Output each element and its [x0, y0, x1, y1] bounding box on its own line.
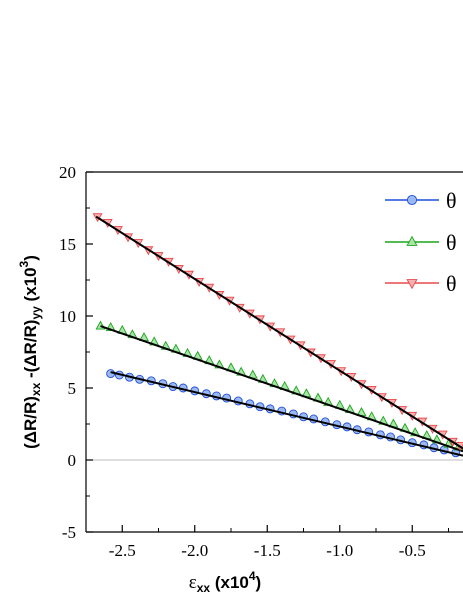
series-1: [106, 369, 463, 458]
y-tick-label: -5: [62, 523, 76, 542]
legend-label: θ: [446, 271, 457, 296]
data-layer: [92, 213, 463, 458]
y-tick-label: 10: [59, 307, 76, 326]
x-tick-label: -0.5: [399, 541, 426, 560]
legend-marker: [406, 235, 418, 246]
y-axis-title: (ΔR/R)xx -(ΔR/R)yy (x103): [17, 255, 43, 449]
legend-label: θ: [446, 230, 457, 255]
y-tick-label: 20: [59, 163, 76, 182]
legend-entry-3: θ: [385, 271, 457, 296]
x-tick-label: -1.5: [254, 541, 281, 560]
y-tick-label: 15: [59, 235, 76, 254]
legend: θθθ: [385, 188, 457, 296]
series-3-fit-line: [95, 215, 463, 450]
x-tick-label: -2.0: [181, 541, 208, 560]
series-3: [92, 213, 463, 452]
legend-label: θ: [446, 188, 457, 213]
series-2-fit-line: [100, 325, 463, 453]
series-2: [95, 320, 463, 453]
x-tick-label: -1.0: [326, 541, 353, 560]
axes-layer: -5 0 5 10 15 20 -2.5 -2.0 -1.5 -1.0 -0.5: [59, 163, 463, 560]
legend-marker: [406, 194, 418, 206]
legend-entry-2: θ: [385, 230, 457, 255]
x-tick-label: -2.5: [109, 541, 136, 560]
legend-entry-1: θ: [385, 188, 457, 213]
y-tick-label: 5: [68, 379, 77, 398]
legend-marker: [406, 279, 418, 290]
series-1-fit-line: [110, 371, 463, 457]
y-tick-label: 0: [68, 451, 77, 470]
x-axis-title: εxx (x104): [189, 569, 261, 595]
